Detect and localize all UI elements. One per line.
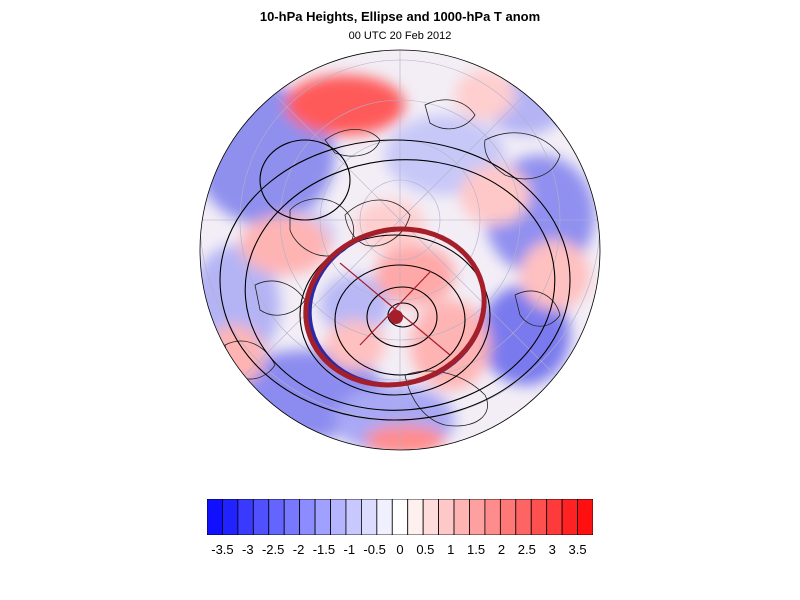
ellipse-center-dot (389, 310, 403, 324)
colorbar-swatch (422, 499, 440, 535)
colorbar-swatch (345, 499, 362, 535)
colorbar-label: 0.5 (416, 542, 435, 557)
colorbar-swatch (469, 499, 486, 535)
colorbar-swatch (546, 499, 563, 535)
globe-outline (199, 49, 601, 451)
colorbar-swatch (561, 499, 578, 535)
colorbar-label: 2.5 (517, 542, 536, 557)
colorbar-label: -3.5 (211, 542, 234, 557)
colorbar-swatch (207, 499, 223, 535)
ellipse-minor-axis (359, 270, 432, 346)
colorbar-swatch (252, 499, 270, 535)
colorbar-swatch (577, 499, 593, 535)
height-contours (219, 139, 571, 421)
colorbar-swatch (299, 499, 316, 535)
colorbar-label: 3 (548, 542, 556, 557)
colorbar-label: -1 (343, 542, 356, 557)
colorbar-swatch (407, 499, 424, 535)
colorbar-swatch (314, 499, 331, 535)
colorbar-label: -0.5 (363, 542, 386, 557)
colorbar-swatch (360, 499, 378, 535)
colorbar-swatch (484, 499, 501, 535)
colorbar (207, 499, 593, 535)
colorbar-swatch (453, 499, 470, 535)
colorbar-swatch (499, 499, 517, 535)
colorbar-swatch (222, 499, 239, 535)
colorbar-swatch (283, 499, 301, 535)
colorbar-label: -3 (242, 542, 254, 557)
colorbar-swatch (268, 499, 285, 535)
colorbar-swatch (530, 499, 548, 535)
polar-vortex-ellipse (303, 226, 487, 388)
colorbar-label: 3.5 (568, 542, 587, 557)
colorbar-label: 1.5 (467, 542, 486, 557)
temperature-anomaly-field (200, 70, 595, 450)
polar-map (199, 49, 601, 451)
colorbar-label: 0 (396, 542, 404, 557)
colorbar-label: 1 (447, 542, 455, 557)
colorbar-label: -1.5 (312, 542, 336, 557)
colorbar-swatch (330, 499, 347, 535)
colorbar-swatch (391, 499, 409, 535)
map-title: 10-hPa Heights, Ellipse and 1000-hPa T a… (259, 9, 541, 24)
colorbar-label: 2 (497, 542, 506, 557)
colorbar-label: -2 (292, 542, 305, 557)
colorbar-swatch (438, 499, 455, 535)
colorbar-swatch (515, 499, 532, 535)
colorbar-swatch (376, 499, 393, 535)
map-subtitle: 00 UTC 20 Feb 2012 (348, 30, 452, 42)
colorbar-labels: -3.5 -3 -2.5 -2 -1.5 -1 -0.5 0 0.5 1 1.5 2 2.5 3 3.5 (0, 542, 800, 560)
colorbar-label: -2.5 (261, 542, 285, 557)
colorbar-swatch (237, 499, 254, 535)
